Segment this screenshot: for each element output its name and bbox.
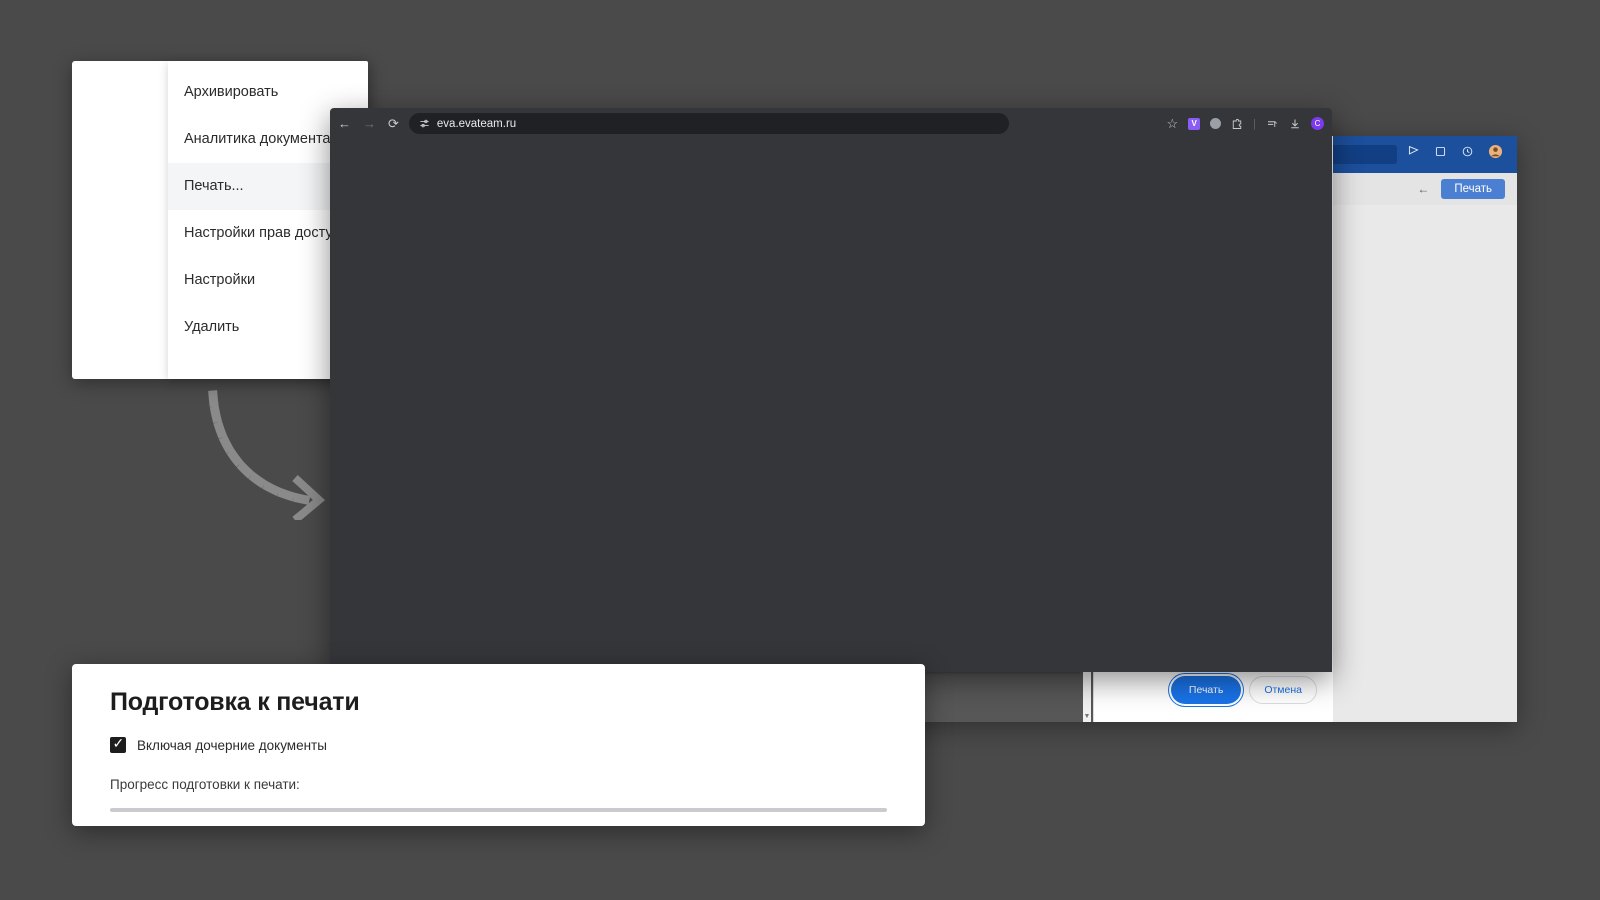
dashed-arrow-decoration <box>208 390 326 520</box>
browser-nav-buttons[interactable]: ← → ⟳ <box>338 116 399 132</box>
back-arrow-icon[interactable]: ← <box>1417 182 1430 196</box>
progress-label: Прогресс подготовки к печати: <box>110 777 300 792</box>
profile-avatar[interactable]: C <box>1311 117 1324 130</box>
print-panel-actions: Печать Отмена <box>1170 676 1317 704</box>
prepare-modal-title: Подготовка к печати <box>110 688 360 716</box>
app-top-icons[interactable] <box>1407 144 1503 159</box>
address-bar-url: eva.evateam.ru <box>436 117 517 130</box>
address-bar[interactable]: eva.evateam.ru <box>408 113 1009 134</box>
ctx-item-delete[interactable]: Удалить <box>184 319 240 335</box>
download-icon[interactable] <box>1289 118 1301 130</box>
ctx-item-access-rights[interactable]: Настройки прав доступа <box>184 225 349 241</box>
top-print-button[interactable]: Печать <box>1441 179 1505 199</box>
print-confirm-button[interactable]: Печать <box>1170 676 1242 704</box>
history-icon[interactable] <box>1461 145 1474 158</box>
flag-icon[interactable] <box>1407 145 1420 158</box>
print-cancel-button[interactable]: Отмена <box>1249 676 1317 704</box>
back-arrow-icon[interactable]: ← <box>338 116 351 131</box>
include-children-checkbox[interactable] <box>110 735 126 753</box>
browser-toolbar: ← → ⟳ eva.evateam.ru ☆ V | <box>330 108 1332 139</box>
ctx-item-settings[interactable]: Настройки <box>184 272 256 288</box>
tune-icon[interactable] <box>419 118 430 129</box>
avatar-icon[interactable] <box>1488 144 1503 159</box>
ctx-item-analytics[interactable]: Аналитика документа <box>184 131 331 147</box>
forward-arrow-icon[interactable]: → <box>363 116 376 131</box>
note-icon[interactable] <box>1434 145 1447 158</box>
browser-window: ← → ⟳ eva.evateam.ru ☆ V | <box>330 108 1332 672</box>
extension-icon[interactable]: V <box>1188 117 1201 130</box>
ctx-item-archive[interactable]: Архивировать <box>184 84 279 100</box>
include-children-checkbox-row[interactable]: Включая дочерние документы <box>110 735 887 753</box>
star-icon[interactable]: ☆ <box>1166 115 1179 131</box>
chevron-down-icon[interactable]: ▼ <box>1083 713 1091 720</box>
reload-icon[interactable]: ⟳ <box>388 115 399 131</box>
progress-bar <box>110 808 887 812</box>
puzzle-extension-icon[interactable] <box>1231 118 1243 130</box>
globe-extension-icon[interactable] <box>1210 118 1222 129</box>
print-preparation-modal: Подготовка к печати Включая дочерние док… <box>72 664 925 826</box>
reading-list-icon[interactable] <box>1266 118 1279 130</box>
toolbar-divider: | <box>1253 117 1256 130</box>
include-children-label: Включая дочерние документы <box>137 737 327 753</box>
browser-toolbar-right[interactable]: ☆ V | C <box>1166 108 1324 139</box>
